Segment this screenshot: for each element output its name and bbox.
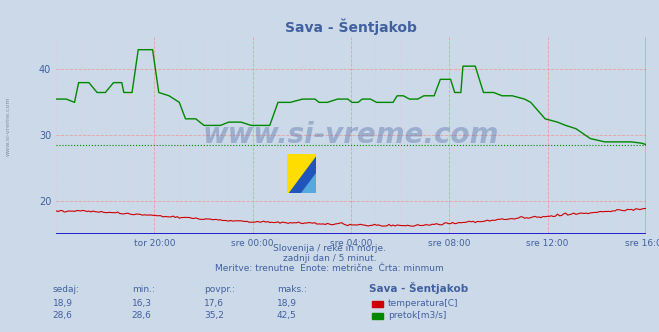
Text: temperatura[C]: temperatura[C] [388, 299, 459, 308]
Text: 17,6: 17,6 [204, 299, 224, 308]
Polygon shape [302, 173, 316, 193]
Text: www.si-vreme.com: www.si-vreme.com [5, 96, 11, 156]
Polygon shape [287, 154, 316, 193]
Text: min.:: min.: [132, 285, 155, 294]
Text: 18,9: 18,9 [53, 299, 72, 308]
Text: Meritve: trenutne  Enote: metrične  Črta: minmum: Meritve: trenutne Enote: metrične Črta: … [215, 264, 444, 273]
Text: maks.:: maks.: [277, 285, 306, 294]
Text: pretok[m3/s]: pretok[m3/s] [388, 311, 447, 320]
Text: povpr.:: povpr.: [204, 285, 235, 294]
Text: Sava - Šentjakob: Sava - Šentjakob [369, 282, 469, 294]
Text: sedaj:: sedaj: [53, 285, 80, 294]
Title: Sava - Šentjakob: Sava - Šentjakob [285, 19, 417, 35]
Text: 28,6: 28,6 [53, 311, 72, 320]
Text: 18,9: 18,9 [277, 299, 297, 308]
Text: www.si-vreme.com: www.si-vreme.com [203, 121, 499, 149]
Polygon shape [287, 154, 316, 193]
Text: Slovenija / reke in morje.: Slovenija / reke in morje. [273, 244, 386, 253]
Text: 28,6: 28,6 [132, 311, 152, 320]
Text: 16,3: 16,3 [132, 299, 152, 308]
Text: 35,2: 35,2 [204, 311, 224, 320]
Text: 42,5: 42,5 [277, 311, 297, 320]
Text: zadnji dan / 5 minut.: zadnji dan / 5 minut. [283, 254, 376, 263]
